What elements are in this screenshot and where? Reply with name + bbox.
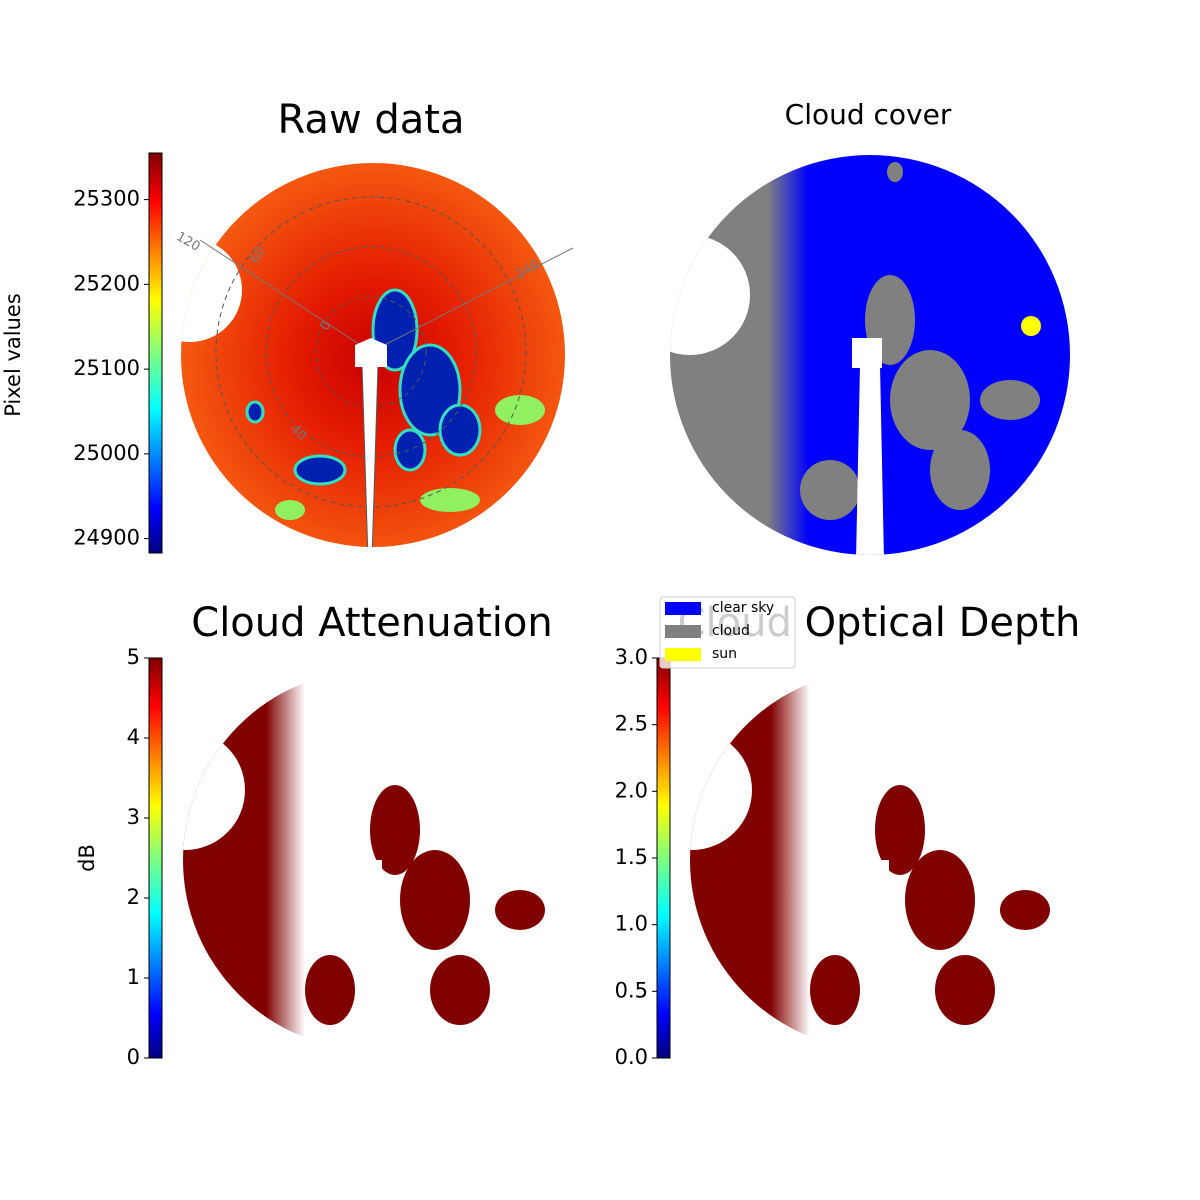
legend-label: clear sky xyxy=(712,600,774,616)
panel-title: Cloud cover xyxy=(785,98,952,131)
colorbar-tick-label: 25300 xyxy=(73,187,140,211)
colorbar-tick-label: 24900 xyxy=(73,526,140,550)
legend-label: sun xyxy=(712,646,737,662)
colorbar-tick-label: 3 xyxy=(127,805,140,829)
colorbar-label: dB xyxy=(75,844,99,872)
colorbar-tick-label: 2 xyxy=(127,885,140,909)
legend-swatch xyxy=(665,625,701,638)
attenuation-image xyxy=(183,670,563,1050)
colorbar-tick-label: 3.0 xyxy=(615,645,648,669)
cloud-cover-image xyxy=(670,155,1070,555)
colorbar-tick-label: 25000 xyxy=(73,441,140,465)
legend-swatch xyxy=(665,648,701,661)
colorbar-tick-label: 2.5 xyxy=(615,712,648,736)
colorbar xyxy=(656,657,671,1059)
colorbar-tick-label: 0 xyxy=(127,1045,140,1069)
panel-title: Raw data xyxy=(278,97,465,143)
polar-label: 60 xyxy=(247,244,268,266)
colorbar-tick-label: 1.5 xyxy=(615,845,648,869)
legend-label: cloud xyxy=(712,623,750,639)
colorbar-tick-label: 0.5 xyxy=(615,978,648,1002)
colorbar-tick-label: 1.0 xyxy=(615,912,648,936)
legend-swatch xyxy=(665,602,701,615)
colorbar-tick-label: 25200 xyxy=(73,271,140,295)
colorbar xyxy=(148,657,163,1059)
colorbar-tick-label: 4 xyxy=(127,725,140,749)
colorbar-tick-label: 5 xyxy=(127,645,140,669)
optical-depth-image xyxy=(690,670,1070,1050)
colorbar-tick-label: 25100 xyxy=(73,356,140,380)
colorbar-label: Pixel values xyxy=(1,293,25,417)
panel-title: Cloud Attenuation xyxy=(191,600,552,646)
colorbar xyxy=(148,152,163,554)
colorbar-tick-label: 1 xyxy=(127,965,140,989)
raw-image xyxy=(181,163,565,547)
colorbar-tick-label: 2.0 xyxy=(615,778,648,802)
colorbar-tick-label: 0.0 xyxy=(615,1045,648,1069)
polar-label: 120 xyxy=(173,229,202,254)
